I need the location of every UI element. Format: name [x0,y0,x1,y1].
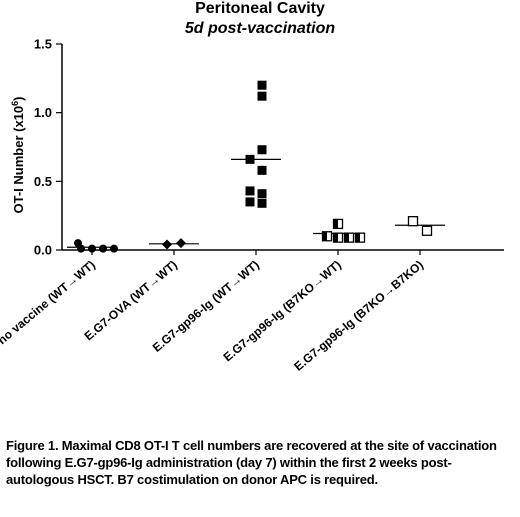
chart-subtitle: 5d post-vaccination [184,20,336,37]
y-axis-title-exponent: 6 [10,101,20,106]
data-point [421,225,433,236]
data-point-fill [333,233,338,243]
data-point [257,80,267,90]
y-tick-label: 1.0 [34,105,52,120]
data-point [257,145,267,155]
x-tick-label: E.G7-gp96-Ig (B7KO→B7KO) [291,258,426,374]
data-point [257,91,267,101]
y-ticks: 0.0 0.5 1.0 1.5 [34,37,62,258]
data-point-fill [322,231,327,241]
y-tick-label: 0.0 [34,243,52,258]
data-point [407,216,419,227]
y-axis-label: OT-I Number (x106) [10,97,26,214]
data-point [162,239,172,250]
y-axis-title: OT-I Number (x106) [10,97,26,214]
data-point [257,165,267,175]
x-tick-labels: no vaccine (WT→WT)E.G7-OVA (WT→WT)E.G7-g… [0,250,426,374]
data-point [176,238,186,249]
data-point [245,197,255,207]
data-point [88,244,96,253]
y-tick-label: 0.5 [34,174,52,189]
y-tick-label: 1.5 [34,37,52,52]
data-point [257,198,267,208]
data-point [99,244,107,253]
data-point [257,189,267,199]
data-point [332,232,344,243]
data-point [245,186,255,196]
scatter-chart: OT-I Number (x106) 0.0 0.5 1.0 1.5 no vacci… [0,37,504,374]
data-point [77,244,85,253]
data-point [321,231,333,242]
data-point [343,232,355,243]
data-point [245,154,255,164]
axes [61,44,504,251]
data-point-fill [355,233,360,243]
y-axis-title-close: ) [11,97,26,101]
data-point [354,232,366,243]
figure-caption: Figure 1. Maximal CD8 OT-I T cell number… [6,438,497,487]
data-point-fill [344,233,349,243]
data-point [110,244,118,253]
data-points [74,80,433,253]
data-point-fill [333,219,338,229]
median-lines [67,158,445,248]
y-axis-title-main: OT-I Number (x10 [11,106,26,214]
chart-title: Peritoneal Cavity [195,0,325,17]
data-point [332,218,344,230]
